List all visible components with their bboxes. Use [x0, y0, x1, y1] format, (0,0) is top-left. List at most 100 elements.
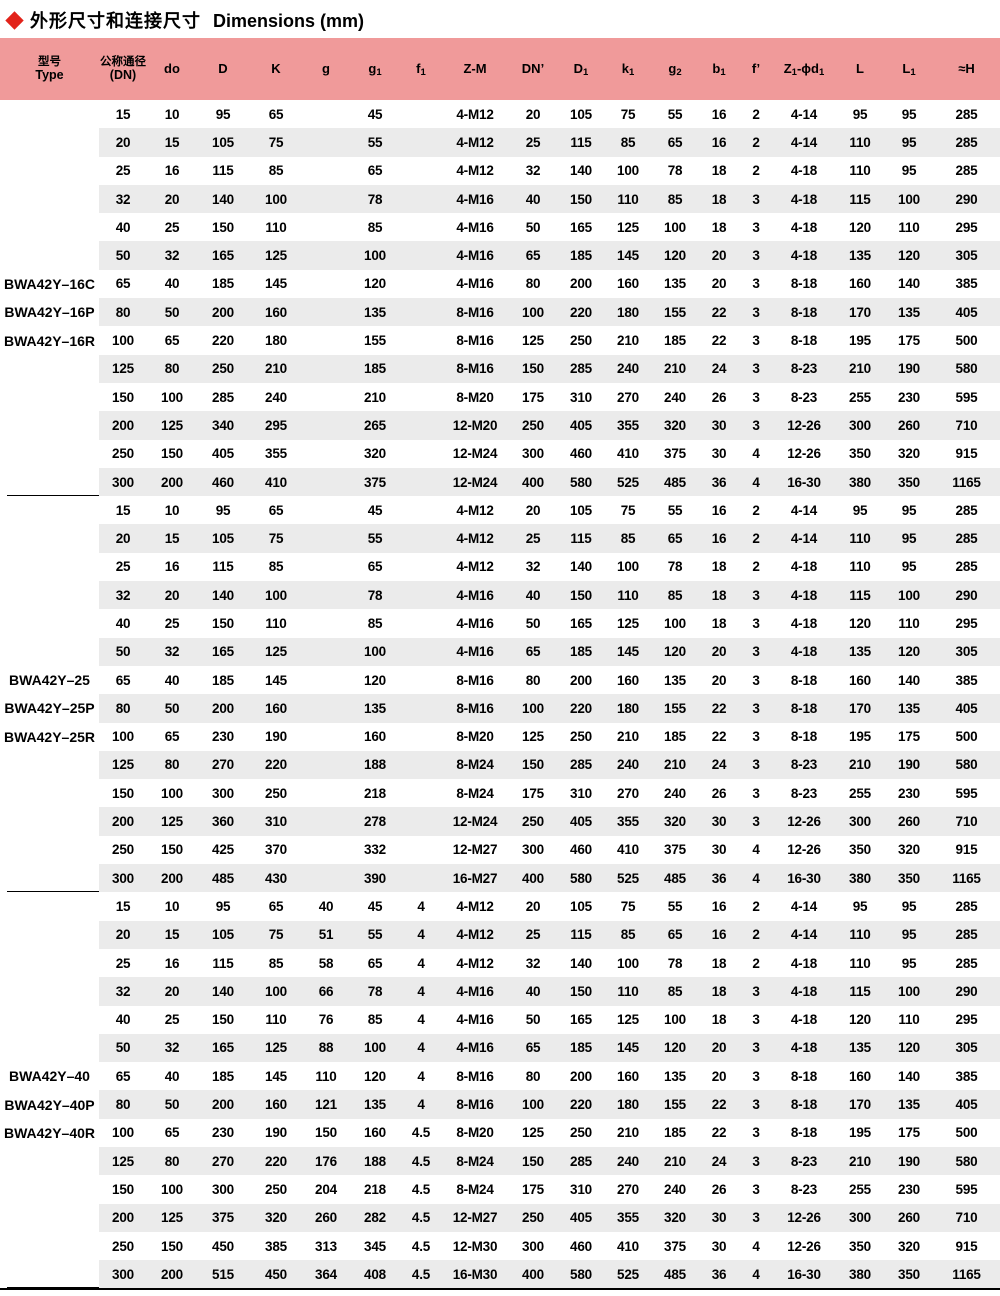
cell-K: 65 [249, 892, 303, 921]
cell-g1: 65 [349, 552, 401, 582]
cell-L: 210 [835, 1146, 885, 1176]
cell-H: 405 [933, 694, 1000, 723]
cell-g1: 78 [349, 977, 401, 1006]
table-row: 200 125 375 320 260 282 4.5 12-M27 250 405 355 320 3… [0, 1203, 1000, 1232]
table-row: 250 150 405 355 320 12-M24 300 460 410 375 30 4 12-2… [0, 439, 1000, 468]
type-cell [0, 637, 99, 666]
cell-f1 [401, 807, 441, 836]
cell-f1 [401, 184, 441, 214]
col-header-g: g [303, 38, 349, 100]
col-header-D1: D1 [557, 38, 605, 100]
cell-g [303, 694, 349, 723]
cell-K: 320 [249, 1203, 303, 1232]
cell-DNp: 100 [509, 694, 557, 723]
cell-g2: 375 [651, 439, 699, 468]
cell-fp: 2 [739, 552, 773, 582]
cell-do: 32 [147, 241, 197, 270]
cell-do: 80 [147, 354, 197, 383]
cell-ZM: 4-M16 [441, 1033, 509, 1063]
cell-b1: 16 [699, 128, 739, 157]
cell-g: 76 [303, 1005, 349, 1034]
cell-K: 125 [249, 241, 303, 270]
cell-fp: 3 [739, 637, 773, 666]
cell-L1: 110 [885, 609, 933, 638]
cell-DNp: 32 [509, 948, 557, 978]
cell-g [303, 467, 349, 497]
cell-g2: 135 [651, 1062, 699, 1091]
cell-D1: 310 [557, 1175, 605, 1204]
cell-H: 1165 [933, 467, 1000, 497]
cell-dn: 65 [99, 269, 147, 299]
table-row: 15 10 95 65 40 45 4 4-M12 20 105 75 55 16 2 4-14 95 95 28… [0, 892, 1000, 921]
cell-L1: 95 [885, 920, 933, 949]
cell-L1: 230 [885, 779, 933, 808]
cell-DNp: 250 [509, 807, 557, 836]
cell-fp: 2 [739, 156, 773, 185]
cell-D: 270 [197, 1146, 249, 1176]
cell-L1: 140 [885, 269, 933, 299]
cell-Z1d1: 4-18 [773, 637, 835, 666]
cell-H: 285 [933, 892, 1000, 921]
cell-D: 360 [197, 807, 249, 836]
cell-fp: 4 [739, 439, 773, 468]
cell-K: 160 [249, 1090, 303, 1119]
cell-b1: 16 [699, 100, 739, 129]
cell-dn: 50 [99, 241, 147, 270]
cell-b1: 20 [699, 1033, 739, 1063]
col-header-type-en: Type [35, 68, 64, 83]
table-row: 32 20 140 100 66 78 4 4-M16 40 150 110 85 18 3 4-18 115… [0, 977, 1000, 1006]
cell-dn: 20 [99, 128, 147, 157]
cell-k1: 85 [605, 524, 651, 553]
cell-L: 135 [835, 1033, 885, 1063]
cell-DNp: 50 [509, 609, 557, 638]
cell-k1: 270 [605, 1175, 651, 1204]
type-cell: BWA42Y–25 [0, 665, 99, 695]
cell-K: 180 [249, 326, 303, 355]
cell-f1: 4 [401, 1005, 441, 1034]
cell-b1: 18 [699, 1005, 739, 1034]
cell-fp: 2 [739, 128, 773, 157]
cell-L: 210 [835, 354, 885, 383]
cell-b1: 16 [699, 892, 739, 921]
cell-k1: 85 [605, 920, 651, 949]
cell-K: 220 [249, 1146, 303, 1176]
cell-D: 95 [197, 100, 249, 129]
cell-fp: 3 [739, 581, 773, 610]
cell-do: 100 [147, 382, 197, 412]
cell-fp: 2 [739, 948, 773, 978]
cell-do: 40 [147, 1062, 197, 1091]
cell-L: 380 [835, 864, 885, 893]
type-cell [0, 1033, 99, 1063]
cell-g [303, 524, 349, 553]
cell-D1: 460 [557, 439, 605, 468]
type-cell: BWA42Y–16C [0, 269, 99, 299]
cell-L: 120 [835, 213, 885, 242]
table-row: 25 16 115 85 58 65 4 4-M12 32 140 100 78 18 2 4-18 110 9… [0, 948, 1000, 978]
cell-Z1d1: 12-26 [773, 1231, 835, 1261]
cell-dn: 20 [99, 920, 147, 949]
cell-Z1d1: 12-26 [773, 1203, 835, 1232]
cell-ZM: 4-M16 [441, 213, 509, 242]
cell-DNp: 400 [509, 864, 557, 893]
cell-DNp: 100 [509, 298, 557, 327]
cell-D1: 220 [557, 1090, 605, 1119]
cell-g: 51 [303, 920, 349, 949]
cell-Z1d1: 4-14 [773, 892, 835, 921]
cell-do: 150 [147, 439, 197, 468]
type-cell: BWA42Y–16R [0, 326, 99, 355]
cell-L: 120 [835, 609, 885, 638]
cell-L1: 100 [885, 581, 933, 610]
cell-f1 [401, 864, 441, 893]
cell-ZM: 12-M24 [441, 807, 509, 836]
cell-D1: 105 [557, 892, 605, 921]
cell-L: 350 [835, 1231, 885, 1261]
cell-Z1d1: 4-18 [773, 977, 835, 1006]
cell-ZM: 8-M16 [441, 354, 509, 383]
cell-ZM: 12-M24 [441, 439, 509, 468]
cell-D: 405 [197, 439, 249, 468]
cell-g [303, 354, 349, 383]
cell-D: 375 [197, 1203, 249, 1232]
cell-L1: 320 [885, 439, 933, 468]
cell-g1: 55 [349, 524, 401, 553]
cell-k1: 110 [605, 581, 651, 610]
